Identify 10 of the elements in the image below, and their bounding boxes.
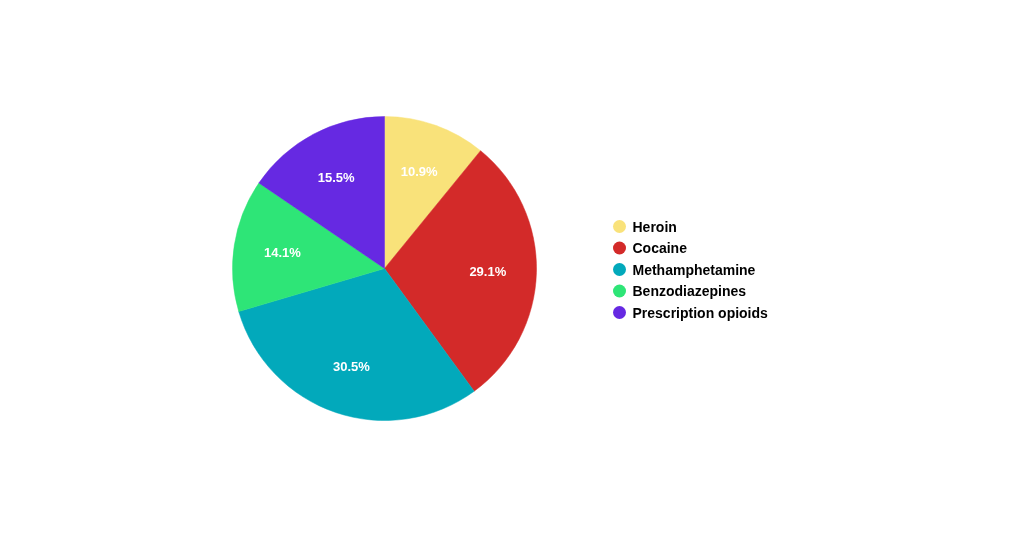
data-label: 30.5% [332, 358, 371, 374]
data-label: 29.1% [469, 263, 507, 279]
legend-label: Cocaine [632, 240, 688, 256]
data-label: 10.9% [400, 163, 439, 179]
legend-label: Prescription opioids [632, 304, 769, 321]
data-label: 14.1% [263, 245, 302, 261]
legend-label: Heroin [632, 218, 677, 235]
data-label: 15.5% [317, 169, 356, 185]
legend-label: Benzodiazepines [632, 283, 747, 299]
legend-label: Methamphetamine [632, 261, 756, 278]
